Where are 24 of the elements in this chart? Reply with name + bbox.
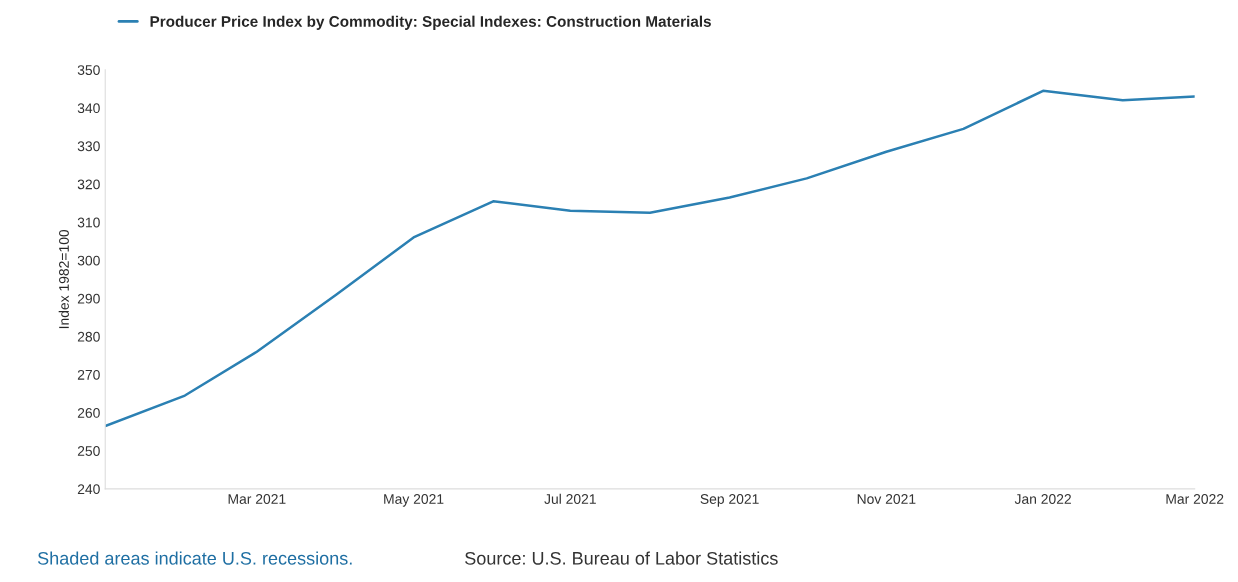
y-tick-label: 240: [77, 484, 100, 495]
y-tick-label: 300: [77, 255, 100, 266]
y-tick-label: 320: [77, 179, 100, 190]
y-tick-label: 330: [77, 141, 100, 152]
y-tick-label: 270: [77, 369, 100, 380]
y-tick-label: 310: [77, 217, 100, 228]
x-tick-label: Sep 2021: [700, 494, 759, 507]
line-series: [105, 89, 1195, 428]
y-tick-label: 250: [77, 446, 100, 456]
x-tick-label: Mar 2022: [1166, 494, 1224, 504]
text: Shaded areas indicate U.S. recessions.: [37, 551, 352, 565]
y-tick-label: 290: [77, 293, 100, 304]
y-tick-label: 350: [77, 65, 100, 76]
x-tick-label: Jan 2022: [1014, 494, 1071, 504]
x-tick-label: Jul 2021: [544, 493, 596, 504]
y-axis-title: Index 1982=100: [58, 229, 69, 329]
x-tick-label: Mar 2021: [228, 494, 286, 504]
x-tick-label: Nov 2021: [857, 494, 916, 504]
y-tick-label: 280: [77, 331, 100, 342]
x-tick-label: May 2021: [384, 494, 444, 507]
legend-label: Producer Price Index by Commodity: Special Indexes: Construction Materials: [150, 15, 711, 30]
y-tick-label: 340: [77, 103, 100, 114]
source-note: Source: U.S. Bureau of Labor Statistics: [465, 551, 778, 565]
y-tick-label: 260: [77, 408, 100, 418]
